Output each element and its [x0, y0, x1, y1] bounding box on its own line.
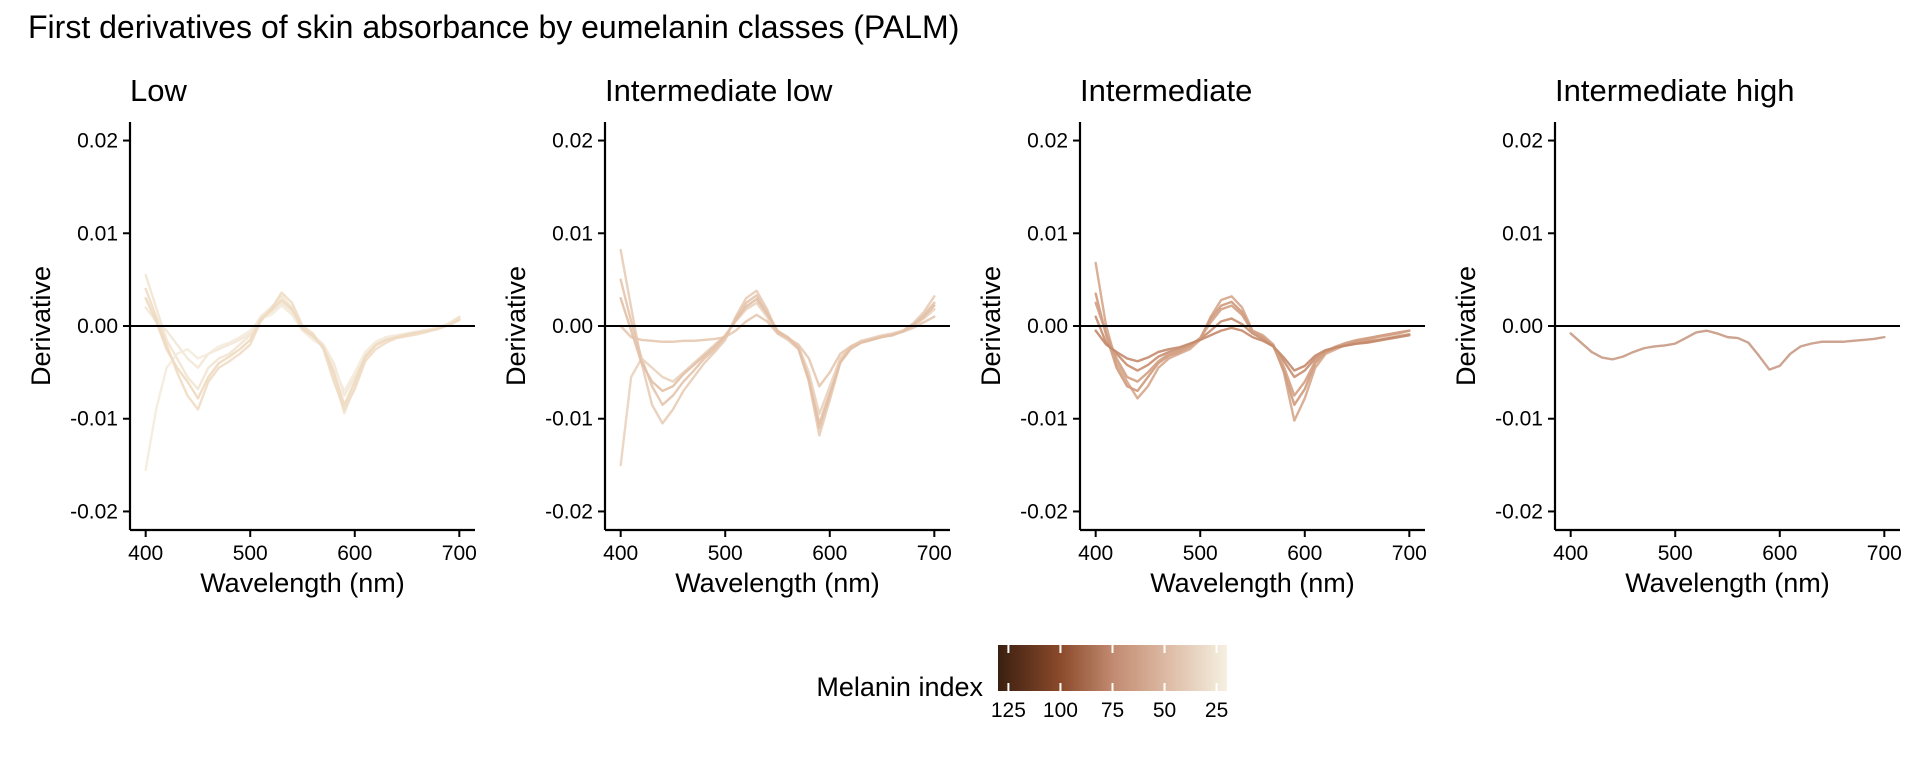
x-tick-label: 600	[1762, 542, 1797, 565]
x-tick-label: 400	[603, 542, 638, 565]
series-line-ih-1	[1569, 329, 1886, 371]
x-tick-label: 500	[1183, 542, 1218, 565]
series-group	[1094, 261, 1411, 422]
panel-3: Intermediate 0.02 0.01 0.00 -0.01 -0.02 400 500…	[976, 73, 1427, 598]
y-tick-label: -0.02	[1495, 500, 1543, 523]
legend-title: Melanin index	[816, 672, 983, 702]
x-tick-label: 400	[1078, 542, 1113, 565]
series-group	[144, 273, 461, 471]
x-tick-label: 500	[708, 542, 743, 565]
x-tick-label: 600	[1287, 542, 1322, 565]
series-line-low-5	[144, 296, 461, 407]
panel-title: Intermediate low	[605, 73, 833, 108]
y-tick-label: 0.01	[1027, 222, 1068, 245]
y-tick-label: 0.00	[77, 315, 118, 338]
y-tick-label: 0.02	[77, 130, 118, 153]
series-line-im-5	[1094, 326, 1411, 372]
x-tick-label: 700	[917, 542, 952, 565]
y-tick-label: 0.00	[552, 315, 593, 338]
y-tick-label: 0.01	[1502, 222, 1543, 245]
panel-4: Intermediate high 0.02 0.01 0.00 -0.01 -0.02 4…	[1451, 73, 1902, 598]
series-group	[1569, 329, 1886, 371]
panel-title: Intermediate high	[1555, 73, 1795, 108]
y-axis-title: Derivative	[1451, 266, 1481, 386]
y-tick-label: 0.01	[77, 222, 118, 245]
y-axis-title: Derivative	[501, 266, 531, 386]
y-tick-label: 0.00	[1502, 315, 1543, 338]
legend-tick-label: 100	[1043, 699, 1078, 722]
y-tick-label: -0.02	[70, 500, 118, 523]
y-tick-label: 0.02	[1502, 130, 1543, 153]
panel-2: Intermediate low 0.02 0.01 0.00 -0.01 -0.02 40…	[501, 73, 952, 598]
series-line-low-1	[144, 273, 461, 415]
series-line-il-5	[619, 296, 936, 430]
x-tick-label: 400	[1553, 542, 1588, 565]
y-tick-label: -0.01	[70, 408, 118, 431]
panel-title: Low	[130, 73, 187, 108]
series-line-im-2	[1094, 292, 1411, 407]
panels: Low 0.02 0.01 0.00 -0.01 -0.02 400 500 600 700 Wav…	[26, 73, 1902, 598]
y-tick-label: -0.01	[1020, 408, 1068, 431]
x-tick-label: 400	[128, 542, 163, 565]
series-line-il-2	[619, 278, 936, 425]
legend-ticks: 125 100 75 50 25	[991, 645, 1228, 722]
x-tick-label: 600	[812, 542, 847, 565]
series-line-im-4	[1094, 301, 1411, 397]
colorbar-legend: Melanin index 125 100 75 50 25	[816, 645, 1228, 722]
x-tick-label: 500	[233, 542, 268, 565]
x-tick-label: 700	[1867, 542, 1902, 565]
y-tick-label: 0.02	[552, 130, 593, 153]
legend-tick-label: 50	[1153, 699, 1176, 722]
chart-title: First derivatives of skin absorbance by …	[28, 9, 959, 45]
y-axis-title: Derivative	[26, 266, 56, 386]
x-axis-title: Wavelength (nm)	[675, 568, 880, 598]
panel-title: Intermediate	[1080, 73, 1252, 108]
y-tick-label: -0.02	[545, 500, 593, 523]
x-axis-title: Wavelength (nm)	[200, 568, 405, 598]
x-tick-label: 700	[442, 542, 477, 565]
y-axis-title: Derivative	[976, 266, 1006, 386]
panel-1: Low 0.02 0.01 0.00 -0.01 -0.02 400 500 600 700 Wav…	[26, 73, 477, 598]
x-tick-label: 500	[1658, 542, 1693, 565]
y-tick-label: 0.02	[1027, 130, 1068, 153]
x-tick-label: 600	[337, 542, 372, 565]
x-axis-title: Wavelength (nm)	[1150, 568, 1355, 598]
y-tick-label: -0.02	[1020, 500, 1068, 523]
y-tick-label: -0.01	[545, 408, 593, 431]
x-axis-title: Wavelength (nm)	[1625, 568, 1830, 598]
x-tick-label: 700	[1392, 542, 1427, 565]
series-group	[619, 248, 936, 467]
y-tick-label: 0.00	[1027, 315, 1068, 338]
legend-tick-label: 25	[1205, 699, 1228, 722]
legend-tick-label: 125	[991, 699, 1026, 722]
legend-tick-label: 75	[1101, 699, 1124, 722]
y-tick-label: -0.01	[1495, 408, 1543, 431]
y-tick-label: 0.01	[552, 222, 593, 245]
series-line-il-3	[619, 301, 936, 467]
